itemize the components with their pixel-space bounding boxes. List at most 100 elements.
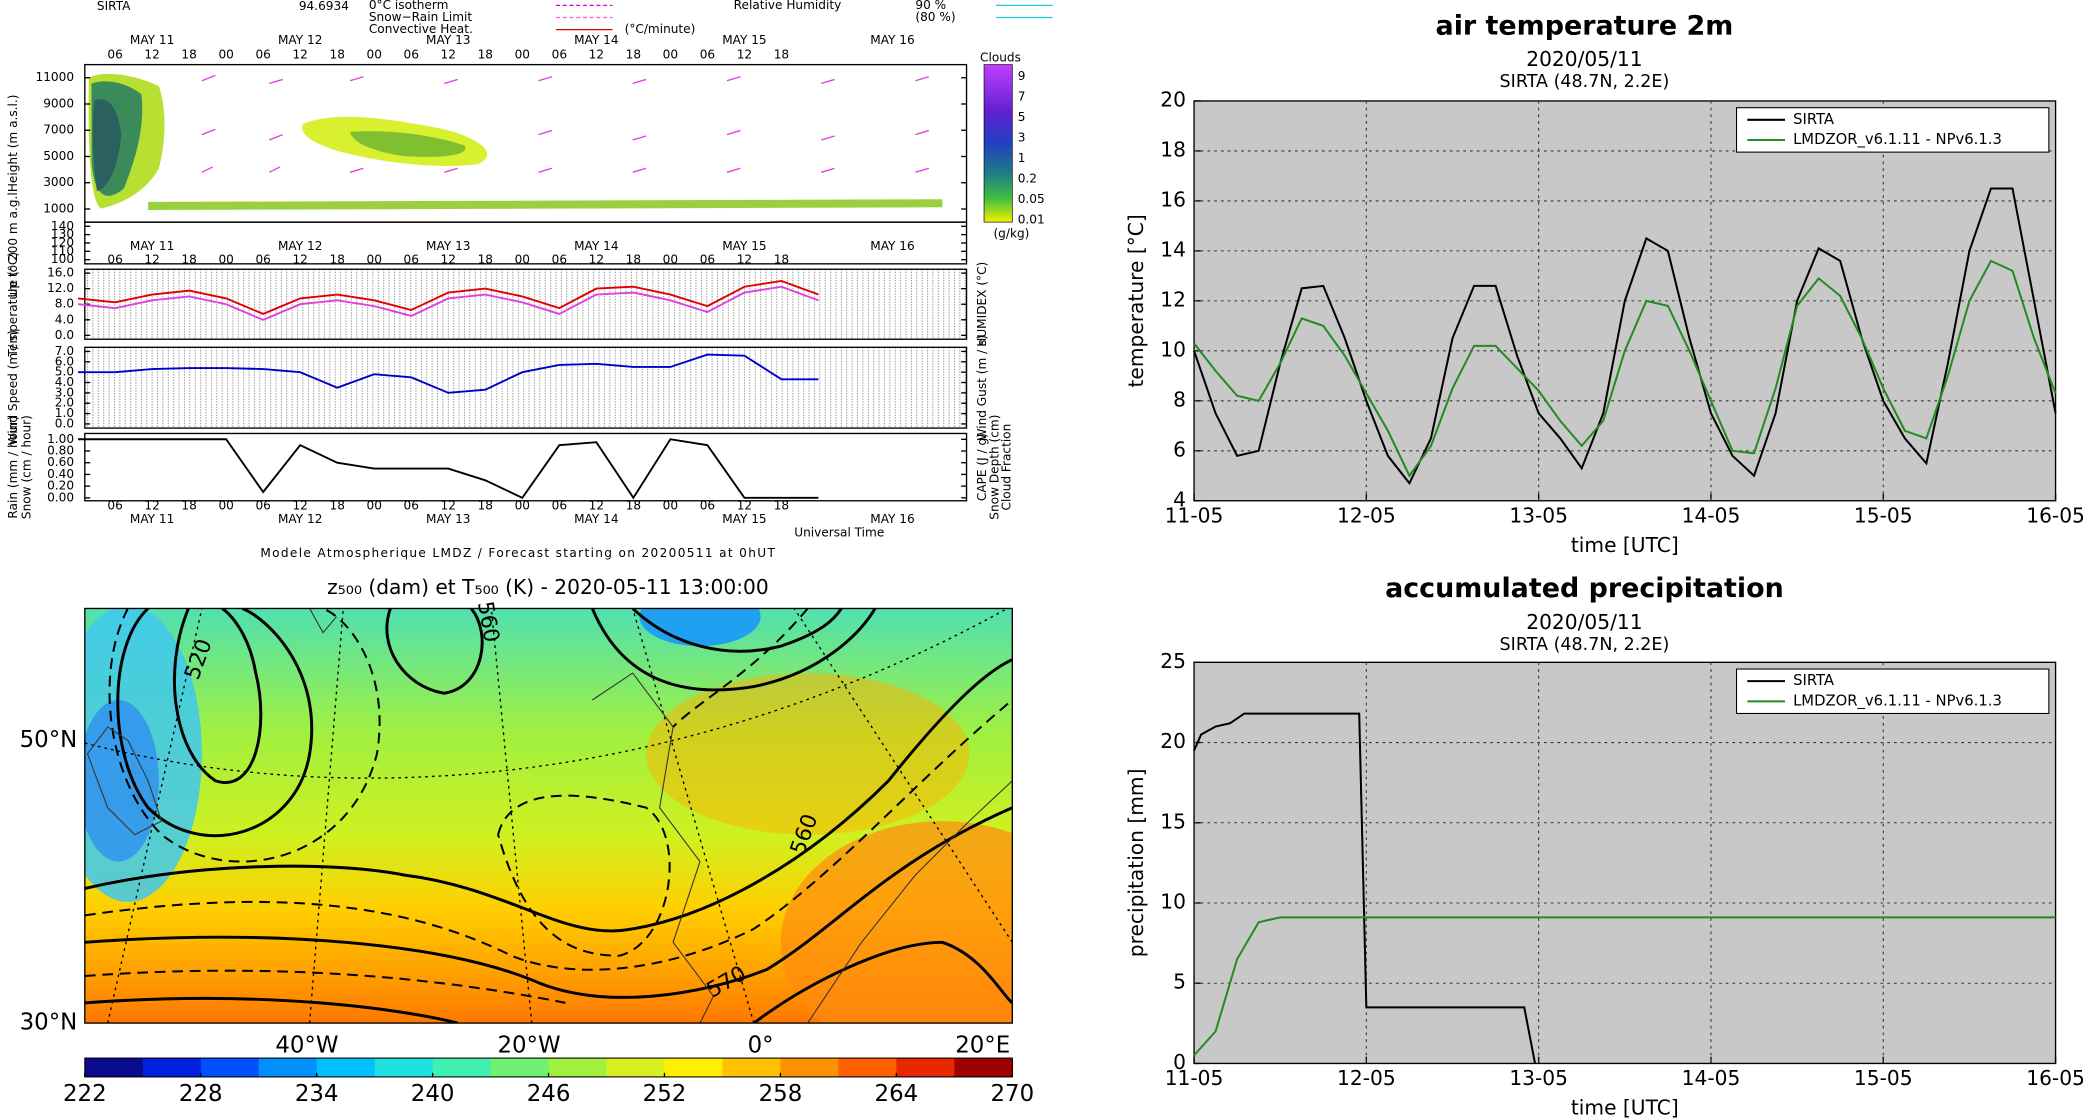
y-tick-label: 1.00 (47, 432, 74, 446)
rh-level: 90 % (915, 0, 946, 12)
hour-label: 06 (700, 48, 715, 62)
y-tick-label: 0.00 (47, 490, 74, 504)
plot-area (1193, 661, 2057, 1065)
legend-label: Snow−Rain Limit (369, 10, 473, 24)
colorbar-swatch (316, 1058, 376, 1077)
hour-label: 12 (737, 499, 752, 513)
hour-label: 18 (626, 252, 641, 266)
y-tick-label: 3.0 (55, 385, 74, 399)
y-axis-label: Rain (mm / hour) (6, 416, 20, 519)
x-axis-label: time [UTC] (1571, 1096, 1679, 1120)
y-tick-label: 7.0 (55, 344, 74, 358)
colorbar-swatch (374, 1058, 434, 1077)
y-tick-label: 0.60 (47, 455, 74, 469)
y-tick-label: 6.0 (55, 354, 74, 368)
hour-label: 18 (478, 252, 493, 266)
y-tick-label: 12 (1160, 287, 1186, 311)
hour-label: 00 (367, 252, 382, 266)
series-line (78, 438, 819, 500)
y2-axis-label: HUMIDEX (°C) (975, 262, 989, 347)
chart-station: SIRTA (48.7N, 2.2E) (1500, 72, 1670, 92)
hour-label: 06 (404, 252, 419, 266)
chart-subtitle: 2020/05/11 (1526, 610, 1642, 634)
legend-label: LMDZOR_v6.1.11 - NPv6.1.3 (1793, 692, 2002, 709)
colorbar-tick-label: 258 (759, 1081, 803, 1107)
y-tick-label: 20 (1160, 729, 1186, 753)
clouds-level: 7 (1018, 90, 1026, 104)
y2-axis-label: Snow Depth (cm) (987, 415, 1001, 520)
colorbar-tick-label: 252 (643, 1081, 687, 1107)
y-tick-label: 5.0 (55, 365, 74, 379)
clouds-level: 1 (1018, 151, 1026, 165)
hour-label: 12 (144, 499, 159, 513)
hour-label: 06 (700, 499, 715, 513)
day-label: MAY 12 (278, 33, 322, 47)
colorbar-tick-label: 240 (411, 1081, 455, 1107)
hour-label: 18 (774, 48, 789, 62)
chart-title: accumulated precipitation (1385, 573, 1784, 604)
hour-label: 12 (589, 48, 604, 62)
hour-label: 06 (404, 48, 419, 62)
chart-station: SIRTA (48.7N, 2.2E) (1500, 635, 1670, 655)
y-axis-label: Up to 200 m a.g.l. (6, 188, 20, 297)
hour-label: 12 (441, 48, 456, 62)
y-tick-label: 1.0 (55, 406, 74, 420)
x-tick-label: 12-05 (1337, 503, 1396, 527)
x-tick-label: 11-05 (1165, 1066, 1224, 1090)
day-label: MAY 13 (426, 239, 470, 253)
day-label: MAY 13 (426, 33, 470, 47)
y-tick-label: 0.20 (47, 479, 74, 493)
station: SIRTA (97, 0, 131, 13)
clouds-title: Clouds (980, 50, 1021, 64)
colorbar-tick-label: 222 (63, 1081, 107, 1107)
hour-label: 12 (292, 252, 307, 266)
y-tick-label: 2.0 (55, 396, 74, 410)
legend-label: SIRTA (1793, 672, 1834, 689)
y-tick-label: 20 (1160, 87, 1186, 111)
chart-subtitle: 2020/05/11 (1526, 47, 1642, 71)
hour-label: 00 (218, 499, 233, 513)
x-axis-label: Universal Time (794, 526, 884, 540)
y-tick-label: 5000 (43, 149, 74, 163)
y-tick-label: 0.0 (55, 416, 74, 430)
hour-label: 12 (292, 48, 307, 62)
colorbar-tick-label: 246 (527, 1081, 571, 1107)
day-label: MAY 12 (278, 239, 322, 253)
y-tick-label: 4 (1173, 487, 1186, 511)
y-tick-label: 3000 (43, 175, 74, 189)
y-axis-label: Snow (cm / hour) (19, 415, 33, 519)
day-label: MAY 16 (870, 33, 914, 47)
hour-label: 12 (441, 499, 456, 513)
y2-axis-label: Cloud Fraction (999, 424, 1013, 511)
clouds-level: 0.01 (1018, 212, 1045, 226)
y-tick-label: 7000 (43, 123, 74, 137)
hour-label: 18 (478, 48, 493, 62)
colorbar-tick-label: 270 (990, 1081, 1034, 1107)
series-line (77, 285, 819, 321)
hour-label: 06 (700, 252, 715, 266)
day-label: MAY 15 (722, 239, 766, 253)
y-tick-label: 0.0 (55, 328, 74, 342)
colorbar-swatch (142, 1058, 202, 1077)
y-tick-label: 25 (1160, 649, 1186, 673)
hour-label: 18 (774, 252, 789, 266)
y-tick-label: 5 (1173, 970, 1186, 994)
hour-label: 06 (107, 252, 122, 266)
hour-label: 12 (292, 499, 307, 513)
legend-label: SIRTA (1793, 111, 1834, 128)
clouds-colorbar (983, 64, 1013, 223)
hour-label: 06 (107, 499, 122, 513)
series-line (1193, 259, 2057, 478)
hour-label: 12 (144, 48, 159, 62)
day-label: MAY 11 (130, 33, 174, 47)
hour-label: 06 (552, 48, 567, 62)
hour-label: 12 (737, 252, 752, 266)
legend-box (1736, 668, 2050, 714)
y-tick-label: 6 (1173, 437, 1186, 461)
hour-label: 00 (367, 499, 382, 513)
hour-label: 06 (255, 499, 270, 513)
colorbar-swatch (780, 1058, 840, 1077)
x-tick-label: 11-05 (1165, 503, 1224, 527)
x-axis-label: time [UTC] (1571, 533, 1679, 557)
